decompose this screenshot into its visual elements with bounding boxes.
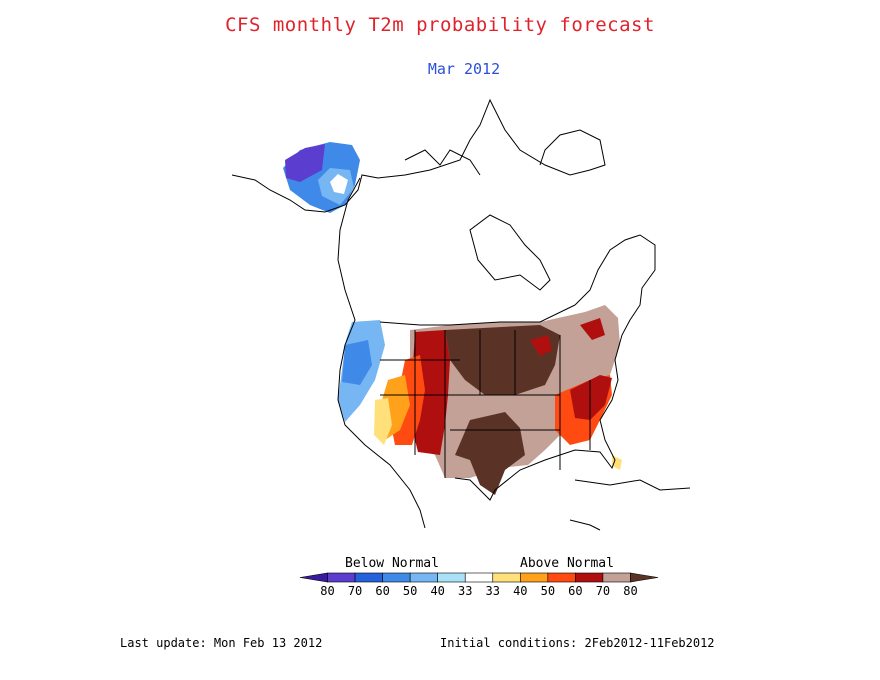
initial-conditions: Initial conditions: 2Feb2012-11Feb2012 [440,636,715,650]
above-normal-label: Above Normal [520,556,614,571]
color-bar-tick-label: 40 [430,584,445,598]
map-subtitle: Mar 2012 [427,60,501,78]
color-bar-tick-label: 70 [595,584,611,598]
color-bar-tick-label: 60 [568,584,583,598]
continent-outline [231,98,691,531]
map-title: CFS monthly T2m probability forecast [225,14,655,36]
color-bar-tick-label: 33 [485,584,500,598]
pacific-nw-below-normal-region [338,320,385,422]
color-bar-tick-label: 50 [402,584,418,598]
us-above-normal-region [374,305,622,495]
below-normal-label: Below Normal [345,556,439,571]
color-bar-tick-label: 80 [320,584,335,598]
last-update: Last update: Mon Feb 13 2012 [120,636,323,650]
color-bar-tick-label: 70 [347,584,363,598]
color-bar-tick-label: 33 [457,584,473,598]
color-bar-tick-label: 80 [623,584,638,598]
color-bar-tick-label: 40 [513,584,528,598]
alaska-below-normal-region [283,142,360,213]
color-bar-tick-label: 50 [540,584,556,598]
color-bar-tick-label: 60 [375,584,390,598]
